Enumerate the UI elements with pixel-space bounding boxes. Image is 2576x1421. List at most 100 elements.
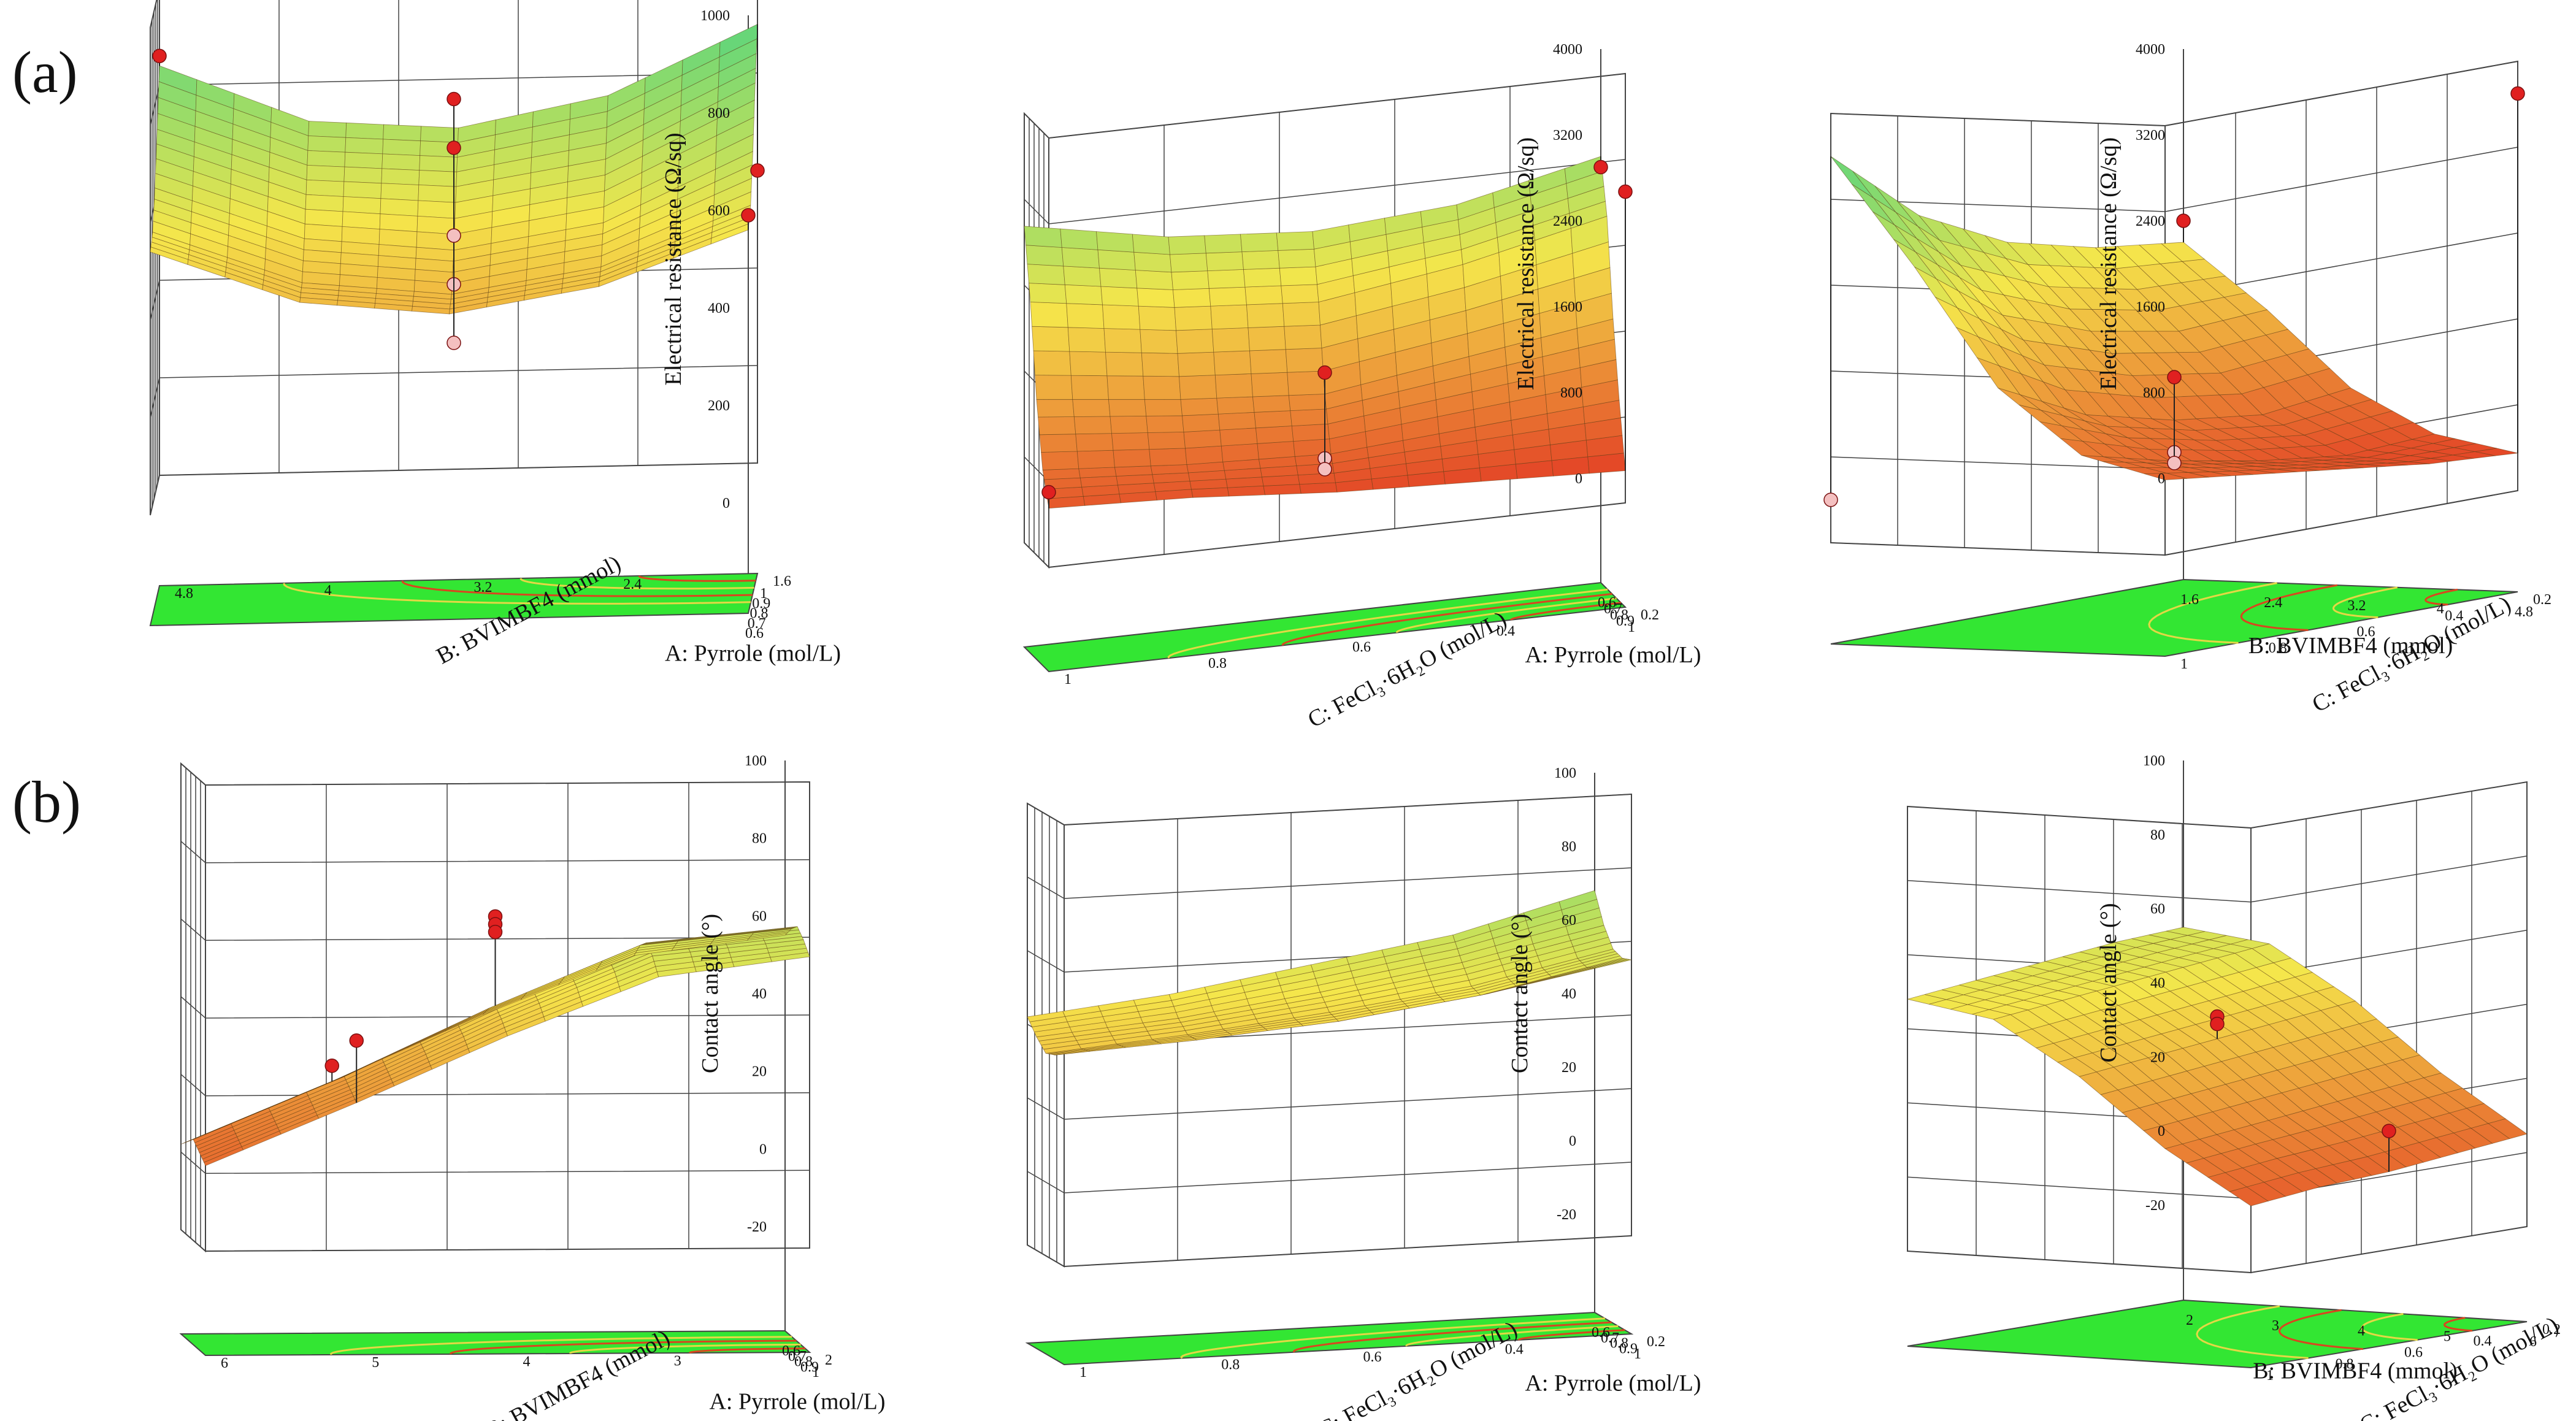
floor-contour-line (638, 575, 756, 582)
x-tick-label: 1 (1634, 1346, 1641, 1362)
floor-contour-line (569, 1343, 801, 1354)
x-tick-label: 1 (760, 586, 767, 602)
floor-contour-line (1517, 1329, 1625, 1341)
floor-contour-line (2196, 1305, 2309, 1359)
y-tick-label: 0.6 (2404, 1345, 2423, 1361)
design-point-2 (447, 91, 461, 107)
surface-cell (1027, 264, 1065, 285)
surface-cell (1073, 416, 1112, 435)
y-tick-label: 0.6 (1363, 1349, 1382, 1365)
surface-cell (307, 150, 346, 167)
y-tick-label: 4.8 (175, 586, 193, 602)
x-tick-label: 2.4 (2264, 595, 2282, 611)
surface-cell (1135, 270, 1173, 290)
surface-cell (1248, 326, 1286, 351)
surface-cell (345, 122, 385, 140)
surface-cell (1110, 415, 1148, 434)
x-tick-label: 6 (2529, 1334, 2537, 1350)
design-point-7 (750, 163, 765, 178)
design-point-2 (488, 924, 503, 940)
y-tick-label: 6 (221, 1355, 228, 1371)
z-tick-label: 20 (2150, 1049, 2165, 1065)
z-tick-label: 1000 (700, 8, 730, 24)
surface-cell (1099, 267, 1138, 289)
surface-cell (1060, 228, 1098, 250)
design-point-5 (1823, 492, 1838, 507)
surface-cell (1558, 890, 1598, 911)
surface-cell (1103, 328, 1142, 353)
floor-contour-line (2443, 1317, 2472, 1332)
z-tick-label: 4000 (2136, 42, 2165, 58)
surface-cell (1143, 375, 1181, 400)
x-tick-label: 0.8 (1610, 1336, 1628, 1352)
y-tick-label: 0.2 (2542, 1322, 2561, 1338)
design-point-4 (2167, 456, 2182, 470)
z-tick-label: 0 (759, 1141, 767, 1157)
x-tick-label: 3 (2272, 1318, 2279, 1334)
surface-cell (1067, 327, 1106, 353)
surface-cell (1177, 351, 1216, 377)
surface-cell (1035, 375, 1073, 400)
x-tick-label: 0.7 (748, 616, 766, 632)
response-surface (1024, 156, 1626, 509)
response-surface (150, 23, 758, 315)
surface-cell (1066, 303, 1105, 329)
surface-cell (383, 124, 422, 142)
z-tick-label: 0 (1575, 471, 1582, 487)
surface-cell (418, 170, 458, 187)
surface-cell (1221, 443, 1259, 462)
floor-contour-line (519, 578, 754, 590)
floor-contour-line (2425, 588, 2458, 606)
surface-cell (1024, 226, 1062, 248)
surface-cell (382, 139, 421, 156)
z-tick-label: 0 (2158, 471, 2165, 487)
surface-cell (1246, 303, 1285, 328)
floor-contour-line (2148, 582, 2277, 644)
surface-cell (1211, 327, 1250, 353)
design-point-3 (349, 1033, 364, 1048)
surface-cell (1174, 305, 1213, 331)
surface-cell (1255, 426, 1294, 444)
x-tick-label: 4.8 (2515, 604, 2533, 620)
surface-cell (420, 126, 459, 143)
z-tick-label: 600 (708, 203, 730, 219)
surface-cell (1036, 399, 1075, 418)
design-point-5 (1593, 159, 1608, 175)
surface-cell (1240, 232, 1279, 253)
surface-cell (1132, 234, 1170, 255)
z-tick-label: -20 (2145, 1198, 2165, 1214)
z-tick-label: 100 (2143, 753, 2165, 769)
chart-panel-a3: 0 800 1600 2400 3200 4000 Electrical resistanc… (1823, 42, 2551, 718)
surface-cell (1025, 245, 1064, 267)
z-tick-label: 0 (2158, 1124, 2165, 1139)
y-tick-label: 2.4 (623, 576, 642, 592)
surface-cell (1149, 448, 1187, 467)
design-point-4 (324, 1059, 339, 1073)
y-tick-label: 1 (2180, 656, 2188, 672)
back-walls (1027, 793, 1632, 1268)
surface-cell (1241, 250, 1280, 270)
surface-cell (1138, 305, 1176, 331)
surface-cell (1029, 283, 1067, 304)
z-gridline (150, 0, 158, 28)
z-tick-label: 80 (1562, 839, 1576, 855)
response-surface (1027, 890, 1632, 1055)
surface-cell (308, 121, 347, 138)
design-point-0 (1041, 485, 1056, 500)
z-tick-label: 80 (752, 831, 767, 847)
surface-cell (1281, 284, 1319, 304)
surface-cell (1249, 349, 1288, 374)
surface-cell (1061, 247, 1100, 269)
response-surface (1907, 927, 2528, 1206)
floor-plane (149, 572, 759, 627)
surface-cell (1108, 399, 1147, 417)
floor-contour-line (2361, 1312, 2418, 1341)
surface-cell (1216, 396, 1255, 415)
surface-cell (1133, 251, 1172, 273)
surface-cell (344, 151, 383, 169)
z-tick-label: -20 (1557, 1207, 1576, 1223)
floor-contour-line (689, 1347, 805, 1354)
surface-cell (1284, 324, 1322, 350)
surface-cell (342, 211, 381, 230)
